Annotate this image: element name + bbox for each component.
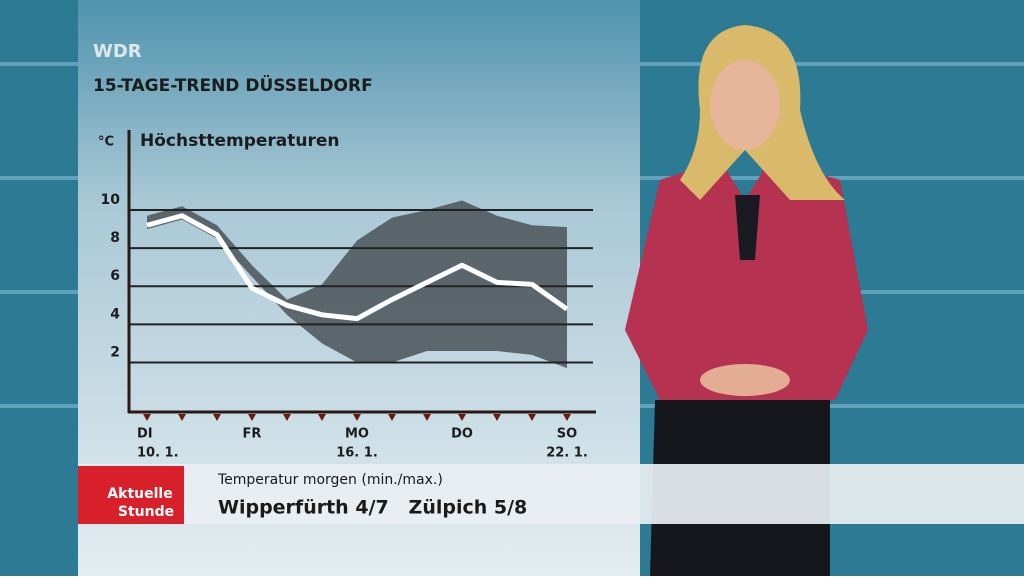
ticker-text: Wipperfürth 4/7 Zülpich 5/8 <box>218 497 527 519</box>
channel: WDR <box>93 41 142 62</box>
x-tick <box>563 414 571 421</box>
y-tick-label: 10 <box>101 192 121 208</box>
logo-text: Aktuelle <box>107 486 172 502</box>
x-tick <box>213 414 221 421</box>
range-band <box>147 200 567 369</box>
x-date-label: 10. 1. <box>137 446 179 461</box>
chart-title: Höchsttemperaturen <box>140 131 340 151</box>
logo <box>78 466 184 524</box>
x-tick <box>528 414 536 421</box>
x-date-label: 22. 1. <box>546 446 588 461</box>
y-tick-label: 2 <box>110 344 120 360</box>
x-tick-label: DI <box>137 427 153 442</box>
y-tick-label: 8 <box>110 230 120 246</box>
x-tick <box>493 414 501 421</box>
title: 15-TAGE-TREND DÜSSELDORF <box>93 74 373 96</box>
ticker-heading: Temperatur morgen (min./max.) <box>217 472 443 488</box>
x-tick <box>143 414 151 421</box>
x-tick <box>248 414 256 421</box>
x-tick-label: MO <box>345 427 369 442</box>
x-tick-label: FR <box>243 427 262 442</box>
y-tick-label: 6 <box>110 268 120 284</box>
logo-text: Stunde <box>118 504 174 520</box>
x-tick-label: SO <box>557 427 577 442</box>
y-unit: °C <box>98 135 114 150</box>
x-tick-label: DO <box>451 427 473 442</box>
x-tick <box>423 414 431 421</box>
ticker-bar <box>78 464 1024 524</box>
x-tick <box>353 414 361 421</box>
plot: 2 4 6 8 10 DI 10. 1. FR MO 16. 1. DO SO 22. 1. <box>101 192 593 461</box>
y-tick-label: 4 <box>110 306 120 322</box>
x-tick <box>318 414 326 421</box>
x-tick <box>178 414 186 421</box>
x-tick <box>458 414 466 421</box>
x-tick <box>388 414 396 421</box>
temperature-line <box>146 213 569 322</box>
x-date-label: 16. 1. <box>336 446 378 461</box>
x-tick <box>283 414 291 421</box>
